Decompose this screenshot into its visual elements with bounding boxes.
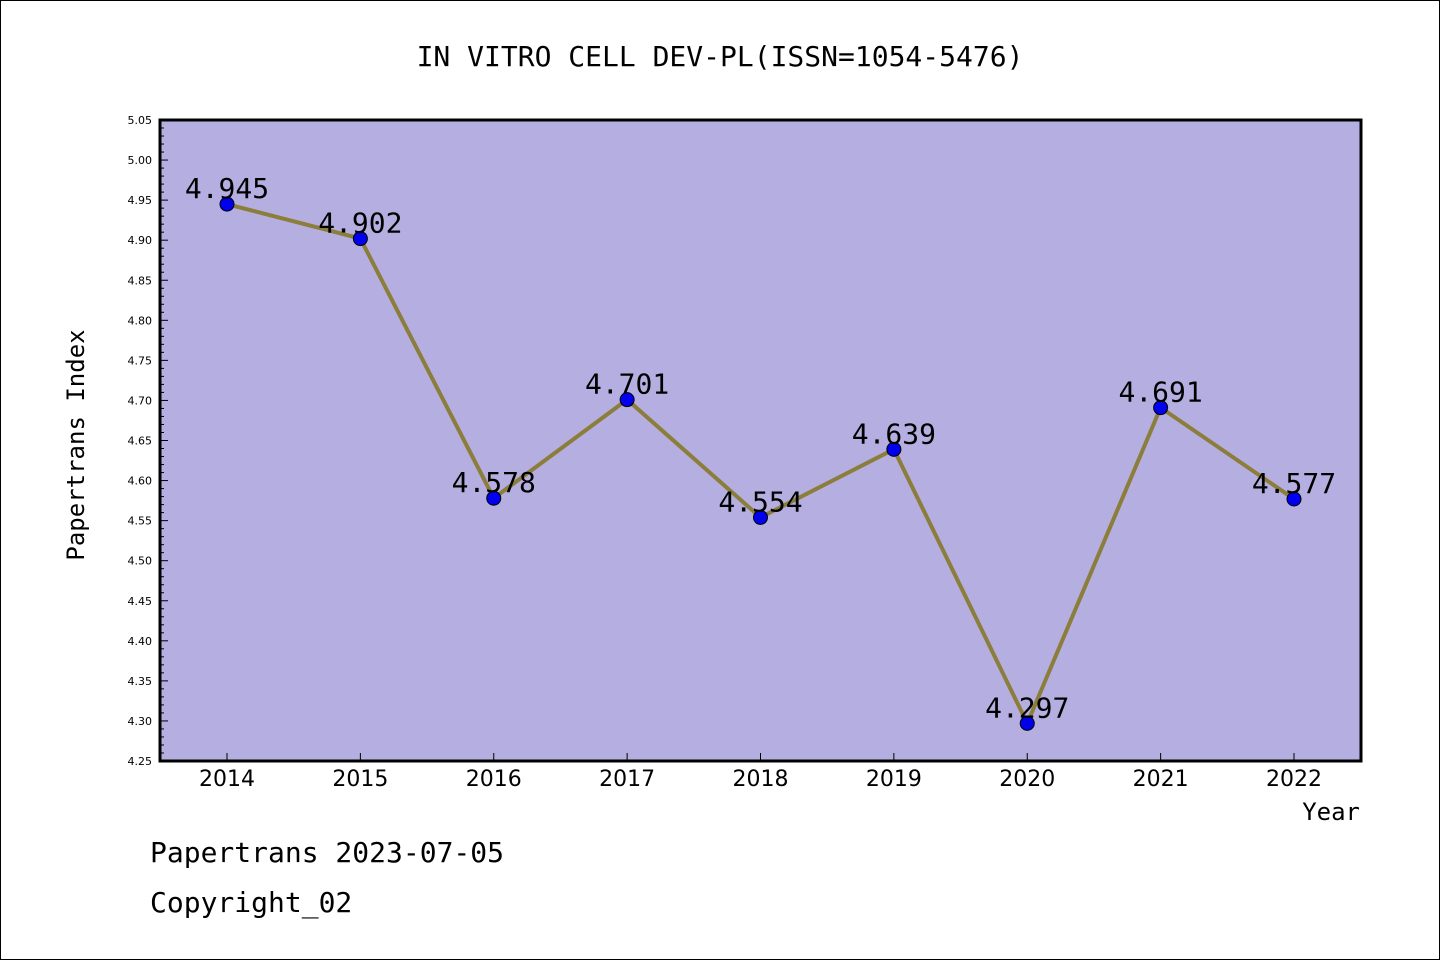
data-point xyxy=(352,231,368,247)
y-tick-label: 4.70 xyxy=(128,394,153,407)
data-point xyxy=(1019,715,1035,731)
data-point xyxy=(486,490,502,506)
data-point xyxy=(886,441,902,457)
footer-copyright: Copyright_02 xyxy=(150,886,353,919)
data-label: 4.297 xyxy=(985,691,1069,724)
y-axis-title: Papertrans Index xyxy=(62,329,90,560)
data-point xyxy=(219,196,235,212)
footer-date: Papertrans 2023-07-05 xyxy=(150,836,505,869)
y-tick-label: 4.60 xyxy=(128,475,153,488)
y-tick-label: 4.75 xyxy=(128,354,153,367)
y-tick-label: 4.35 xyxy=(128,675,153,688)
x-tick-label: 2020 xyxy=(999,767,1055,792)
x-tick-label: 2015 xyxy=(332,767,388,792)
y-tick-label: 4.25 xyxy=(128,755,153,768)
y-tick-label: 4.45 xyxy=(128,595,153,608)
x-tick-label: 2017 xyxy=(599,767,655,792)
x-axis-title: Year xyxy=(1302,798,1360,826)
data-point xyxy=(753,509,768,525)
plot-border xyxy=(158,118,1363,763)
y-axis: 4.25 4.30 4.35 4.40 4.45 4.50 4.55 4.60 4.65 4.70… xyxy=(128,114,168,768)
x-tick-label: 2014 xyxy=(199,767,255,792)
y-tick-label: 5.05 xyxy=(128,114,153,127)
data-point xyxy=(619,392,635,408)
x-axis: 2014 2015 2016 2017 2018 2019 2020 2021 2022 xyxy=(199,753,1322,792)
x-tick-label: 2021 xyxy=(1133,767,1189,792)
series xyxy=(219,196,1302,731)
y-tick-label: 4.50 xyxy=(128,555,153,568)
y-tick-label: 4.30 xyxy=(128,715,153,728)
y-tick-label: 4.55 xyxy=(128,515,153,528)
data-label: 4.691 xyxy=(1118,376,1202,409)
y-tick-label: 5.00 xyxy=(128,154,153,167)
data-label: 4.554 xyxy=(718,485,802,518)
chart-title: IN VITRO CELL DEV-PL(ISSN=1054-5476) xyxy=(417,40,1024,73)
data-label: 4.701 xyxy=(585,368,669,401)
data-point xyxy=(1153,400,1169,416)
data-label: 4.639 xyxy=(852,417,936,450)
y-tick-label: 4.40 xyxy=(128,635,153,648)
y-tick-label: 4.65 xyxy=(128,435,153,448)
data-label: 4.902 xyxy=(318,207,402,240)
y-tick-label: 4.85 xyxy=(128,274,153,287)
x-tick-label: 2018 xyxy=(733,767,789,792)
data-label: 4.945 xyxy=(185,172,269,205)
data-labels: 4.945 4.902 4.578 4.701 4.554 4.639 4.297 4.691… xyxy=(185,172,1336,724)
x-tick-label: 2022 xyxy=(1266,767,1322,792)
data-point xyxy=(1286,491,1302,507)
plot-area xyxy=(160,120,1361,761)
x-tick-label: 2016 xyxy=(466,767,522,792)
y-tick-label: 4.95 xyxy=(128,194,153,207)
data-label: 4.578 xyxy=(452,466,536,499)
data-label: 4.577 xyxy=(1252,467,1336,500)
x-tick-label: 2019 xyxy=(866,767,922,792)
y-tick-label: 4.80 xyxy=(128,314,153,327)
y-tick-label: 4.90 xyxy=(128,234,153,247)
